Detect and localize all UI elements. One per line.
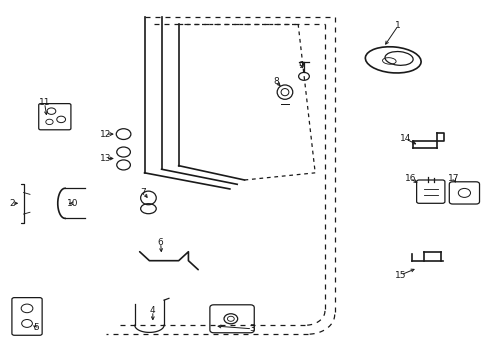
- Text: 2: 2: [9, 199, 15, 208]
- Text: 16: 16: [404, 174, 415, 183]
- Text: 7: 7: [141, 188, 146, 197]
- Text: 10: 10: [66, 199, 78, 208]
- Text: 3: 3: [249, 324, 255, 333]
- Text: 9: 9: [298, 61, 304, 70]
- Text: 13: 13: [100, 154, 111, 163]
- Text: 11: 11: [39, 98, 50, 107]
- Text: 1: 1: [394, 21, 400, 30]
- Text: 8: 8: [273, 77, 279, 86]
- Text: 12: 12: [100, 130, 111, 139]
- Text: 17: 17: [447, 175, 459, 184]
- Text: 14: 14: [399, 134, 410, 143]
- Text: 5: 5: [33, 323, 39, 332]
- Text: 4: 4: [150, 306, 155, 315]
- Text: 6: 6: [158, 238, 163, 247]
- Text: 15: 15: [394, 270, 406, 279]
